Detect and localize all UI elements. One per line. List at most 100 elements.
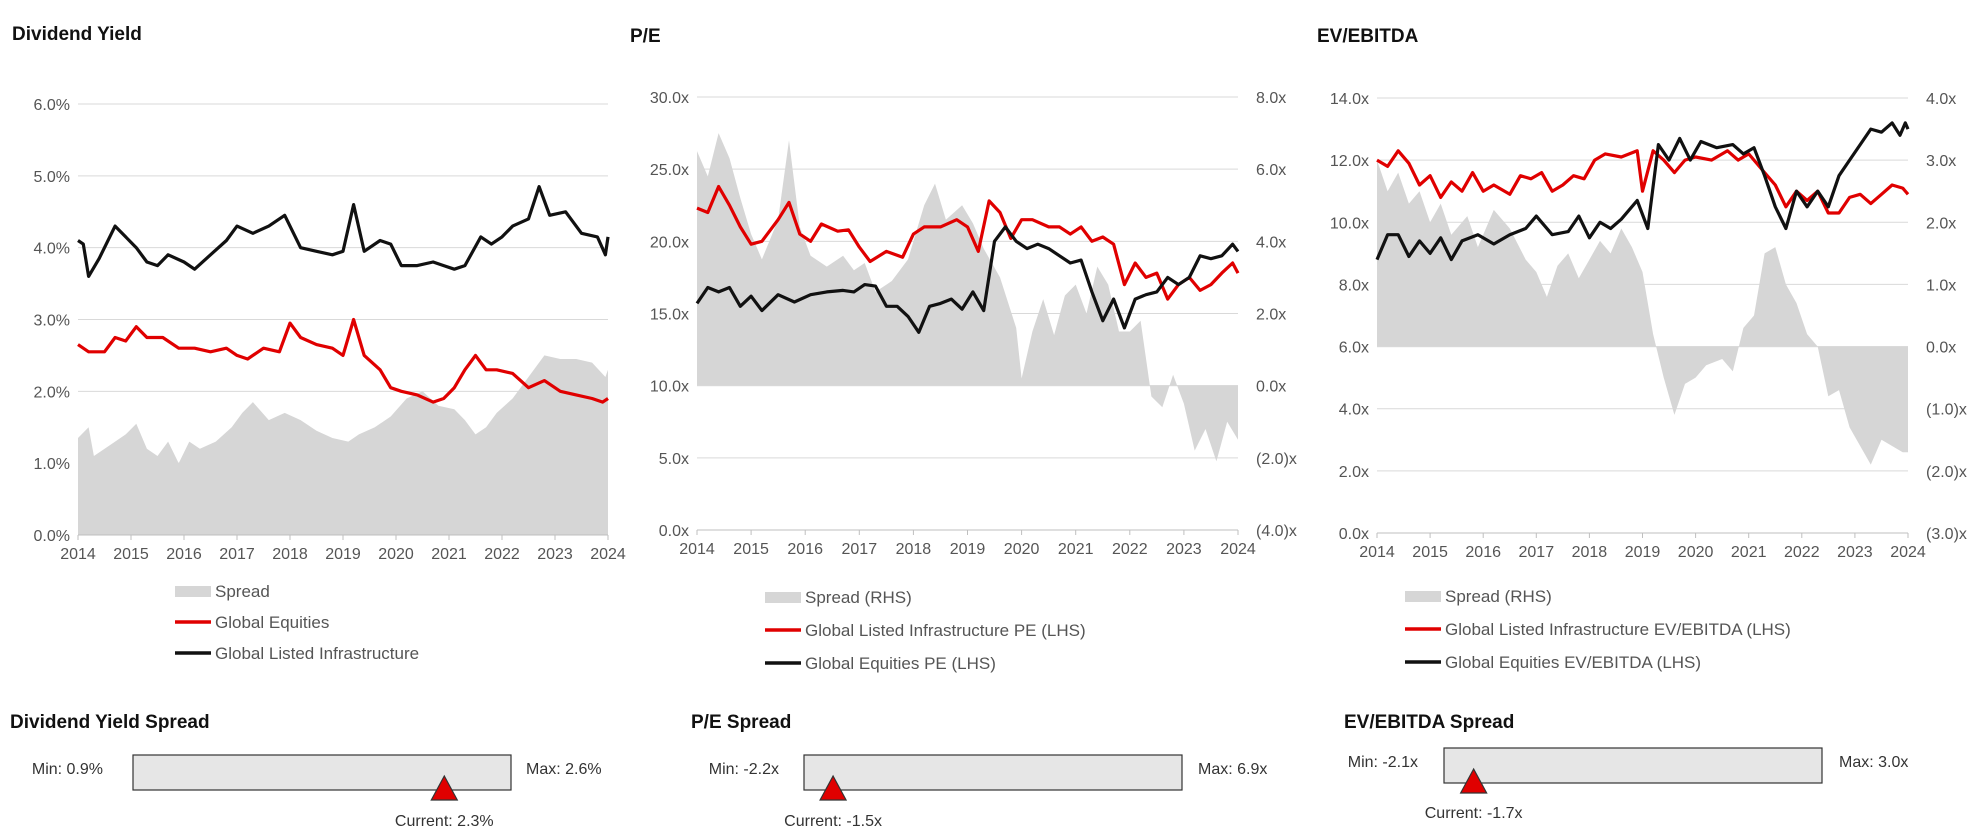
x-tick-label: 2016 — [166, 546, 202, 563]
y-tick-label-left: 5.0% — [34, 169, 70, 186]
y-tick-label-left: 2.0% — [34, 384, 70, 401]
legend-swatch — [1405, 591, 1441, 602]
series-line-ev-2 — [1375, 121, 1910, 262]
y-tick-label-right: (4.0)x — [1256, 523, 1297, 540]
series-line-dy-2 — [77, 185, 610, 278]
chart-title: Dividend Yield — [12, 24, 142, 45]
spread-gauge-1: P/E Spread Min: -2.2x Max: 6.9x Current: -1… — [691, 712, 1267, 830]
legend-label: Global Equities PE (LHS) — [805, 654, 996, 673]
y-tick-label-right: (1.0)x — [1926, 402, 1967, 419]
spread-title: Dividend Yield Spread — [10, 712, 210, 733]
y-tick-label-right: 0.0x — [1256, 379, 1286, 396]
x-tick-label: 2022 — [484, 546, 520, 563]
spread-max-label: Max: 2.6% — [526, 761, 602, 778]
y-tick-label-left: 6.0x — [1339, 340, 1369, 357]
spread-range-bar — [1443, 747, 1823, 784]
spread-min-label: Min: 0.9% — [32, 761, 103, 778]
y-tick-label-left: 15.0x — [650, 307, 689, 324]
y-tick-label-right: (2.0)x — [1256, 451, 1297, 468]
y-tick-label-left: 10.0x — [1330, 215, 1369, 232]
y-tick-label-left: 20.0x — [650, 234, 689, 251]
y-tick-label-left: 14.0x — [1330, 91, 1369, 108]
x-tick-label: 2023 — [1837, 544, 1873, 561]
x-tick-label: 2019 — [1625, 544, 1661, 561]
legend-label: Global Equities — [215, 613, 329, 632]
legend-swatch — [765, 592, 801, 603]
y-tick-label-right: 6.0x — [1256, 162, 1286, 179]
spread-range-bar — [132, 754, 512, 791]
y-tick-label-right: 8.0x — [1256, 90, 1286, 107]
x-tick-label: 2019 — [950, 541, 986, 558]
y-tick-label-left: 0.0x — [1339, 526, 1369, 543]
y-tick-label-left: 8.0x — [1339, 277, 1369, 294]
y-tick-label-right: 4.0x — [1256, 234, 1286, 251]
y-tick-label-left: 0.0x — [659, 523, 689, 540]
x-tick-label: 2021 — [1058, 541, 1094, 558]
series-line-pe-2 — [695, 225, 1240, 334]
x-tick-label: 2019 — [325, 546, 361, 563]
y-tick-label-left: 2.0x — [1339, 464, 1369, 481]
series-line-dy-1 — [77, 317, 609, 404]
legend-label: Global Listed Infrastructure — [215, 644, 419, 663]
y-tick-label-left: 4.0% — [34, 241, 70, 258]
y-tick-label-left: 6.0% — [34, 97, 70, 114]
spread-current-label: Current: -1.7x — [1425, 805, 1523, 822]
legend-label: Global Listed Infrastructure PE (LHS) — [805, 621, 1086, 640]
y-tick-label-right: (3.0)x — [1926, 526, 1967, 543]
y-tick-label-right: 3.0x — [1926, 153, 1956, 170]
y-tick-label-left: 5.0x — [659, 451, 689, 468]
x-tick-label: 2020 — [1678, 544, 1714, 561]
y-tick-label-right: 0.0x — [1926, 340, 1956, 357]
x-tick-label: 2018 — [1572, 544, 1608, 561]
spread-max-label: Max: 6.9x — [1198, 761, 1267, 778]
x-tick-label: 2022 — [1112, 541, 1148, 558]
spread-range-bar — [803, 754, 1183, 791]
x-tick-label: 2016 — [1465, 544, 1501, 561]
x-tick-label: 2017 — [1519, 544, 1555, 561]
y-tick-label-right: 2.0x — [1926, 215, 1956, 232]
y-tick-label-left: 12.0x — [1330, 153, 1369, 170]
legend-label: Spread — [215, 582, 270, 601]
y-tick-label-left: 3.0% — [34, 313, 70, 330]
x-tick-label: 2015 — [113, 546, 149, 563]
legend-label: Global Listed Infrastructure EV/EBITDA (… — [1445, 620, 1791, 639]
current-marker — [819, 774, 848, 801]
chart-title: EV/EBITDA — [1317, 26, 1419, 47]
y-tick-label-left: 1.0% — [34, 456, 70, 473]
y-tick-label-right: 4.0x — [1926, 91, 1956, 108]
x-tick-label: 2024 — [1890, 544, 1926, 561]
x-tick-label: 2023 — [1166, 541, 1202, 558]
x-tick-label: 2018 — [896, 541, 932, 558]
x-tick-label: 2020 — [378, 546, 414, 563]
y-tick-label-right: 1.0x — [1926, 277, 1956, 294]
x-tick-label: 2022 — [1784, 544, 1820, 561]
series-line-ev-1 — [1376, 149, 1910, 215]
x-tick-label: 2024 — [1220, 541, 1256, 558]
legend-swatch — [175, 586, 211, 597]
y-tick-label-right: (2.0)x — [1926, 464, 1967, 481]
spread-current-label: Current: 2.3% — [395, 813, 494, 830]
x-tick-label: 2021 — [1731, 544, 1767, 561]
x-tick-label: 2015 — [733, 541, 769, 558]
y-tick-label-right: 2.0x — [1256, 307, 1286, 324]
spread-title: P/E Spread — [691, 712, 791, 733]
y-tick-label-left: 0.0% — [34, 528, 70, 545]
x-tick-label: 2017 — [219, 546, 255, 563]
legend-label: Global Equities EV/EBITDA (LHS) — [1445, 653, 1701, 672]
spread-min-label: Min: -2.1x — [1348, 754, 1418, 771]
spread-title: EV/EBITDA Spread — [1344, 712, 1514, 733]
spread-gauge-0: Dividend Yield Spread Min: 0.9% Max: 2.6% C… — [10, 712, 602, 830]
current-marker — [1459, 767, 1488, 794]
x-tick-label: 2014 — [1359, 544, 1395, 561]
legend-label: Spread (RHS) — [1445, 587, 1552, 606]
x-tick-label: 2021 — [431, 546, 467, 563]
chart-dy: Dividend Yield 0.0% 1.0% 2.0% 3.0% 4.0% 5.0% 6.… — [12, 24, 626, 663]
x-tick-label: 2016 — [787, 541, 823, 558]
spread-gauge-2: EV/EBITDA Spread Min: -2.1x Max: 3.0x Curre… — [1344, 712, 1908, 822]
spread-min-label: Min: -2.2x — [709, 761, 779, 778]
series-area-dy-spread — [78, 355, 608, 535]
y-tick-label-left: 10.0x — [650, 379, 689, 396]
x-tick-label: 2014 — [679, 541, 715, 558]
y-tick-label-left: 30.0x — [650, 90, 689, 107]
chart-pe: P/E 0.0x 5.0x 10.0x 15.0x 20.0x 25.0x 30.0x (4.0… — [630, 26, 1297, 673]
